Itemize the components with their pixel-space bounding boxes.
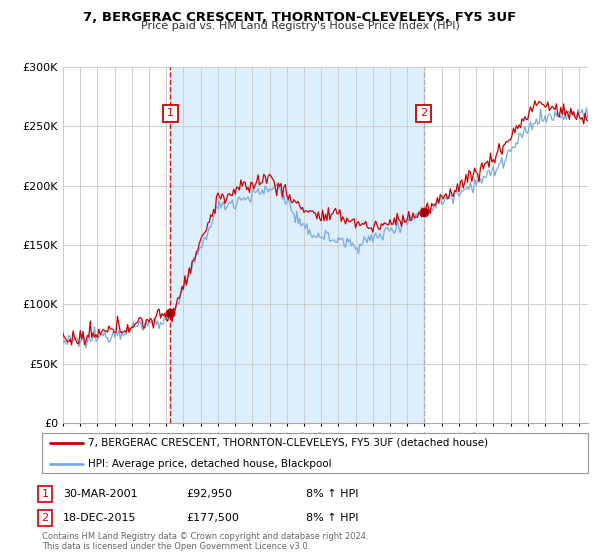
Text: 1: 1 bbox=[41, 489, 49, 499]
Bar bbox=[170, 67, 424, 423]
Text: £92,950: £92,950 bbox=[186, 489, 232, 499]
Text: £177,500: £177,500 bbox=[186, 513, 239, 523]
Text: 7, BERGERAC CRESCENT, THORNTON-CLEVELEYS, FY5 3UF (detached house): 7, BERGERAC CRESCENT, THORNTON-CLEVELEYS… bbox=[88, 437, 488, 447]
Text: 18-DEC-2015: 18-DEC-2015 bbox=[63, 513, 137, 523]
Text: HPI: Average price, detached house, Blackpool: HPI: Average price, detached house, Blac… bbox=[88, 459, 332, 469]
Text: 8% ↑ HPI: 8% ↑ HPI bbox=[306, 513, 359, 523]
Text: This data is licensed under the Open Government Licence v3.0.: This data is licensed under the Open Gov… bbox=[42, 542, 310, 551]
Text: Price paid vs. HM Land Registry's House Price Index (HPI): Price paid vs. HM Land Registry's House … bbox=[140, 21, 460, 31]
Text: 7, BERGERAC CRESCENT, THORNTON-CLEVELEYS, FY5 3UF: 7, BERGERAC CRESCENT, THORNTON-CLEVELEYS… bbox=[83, 11, 517, 24]
Text: Contains HM Land Registry data © Crown copyright and database right 2024.: Contains HM Land Registry data © Crown c… bbox=[42, 532, 368, 541]
Text: 30-MAR-2001: 30-MAR-2001 bbox=[63, 489, 137, 499]
Text: 1: 1 bbox=[167, 109, 174, 118]
Text: 2: 2 bbox=[420, 109, 427, 118]
Text: 2: 2 bbox=[41, 513, 49, 523]
Text: 8% ↑ HPI: 8% ↑ HPI bbox=[306, 489, 359, 499]
